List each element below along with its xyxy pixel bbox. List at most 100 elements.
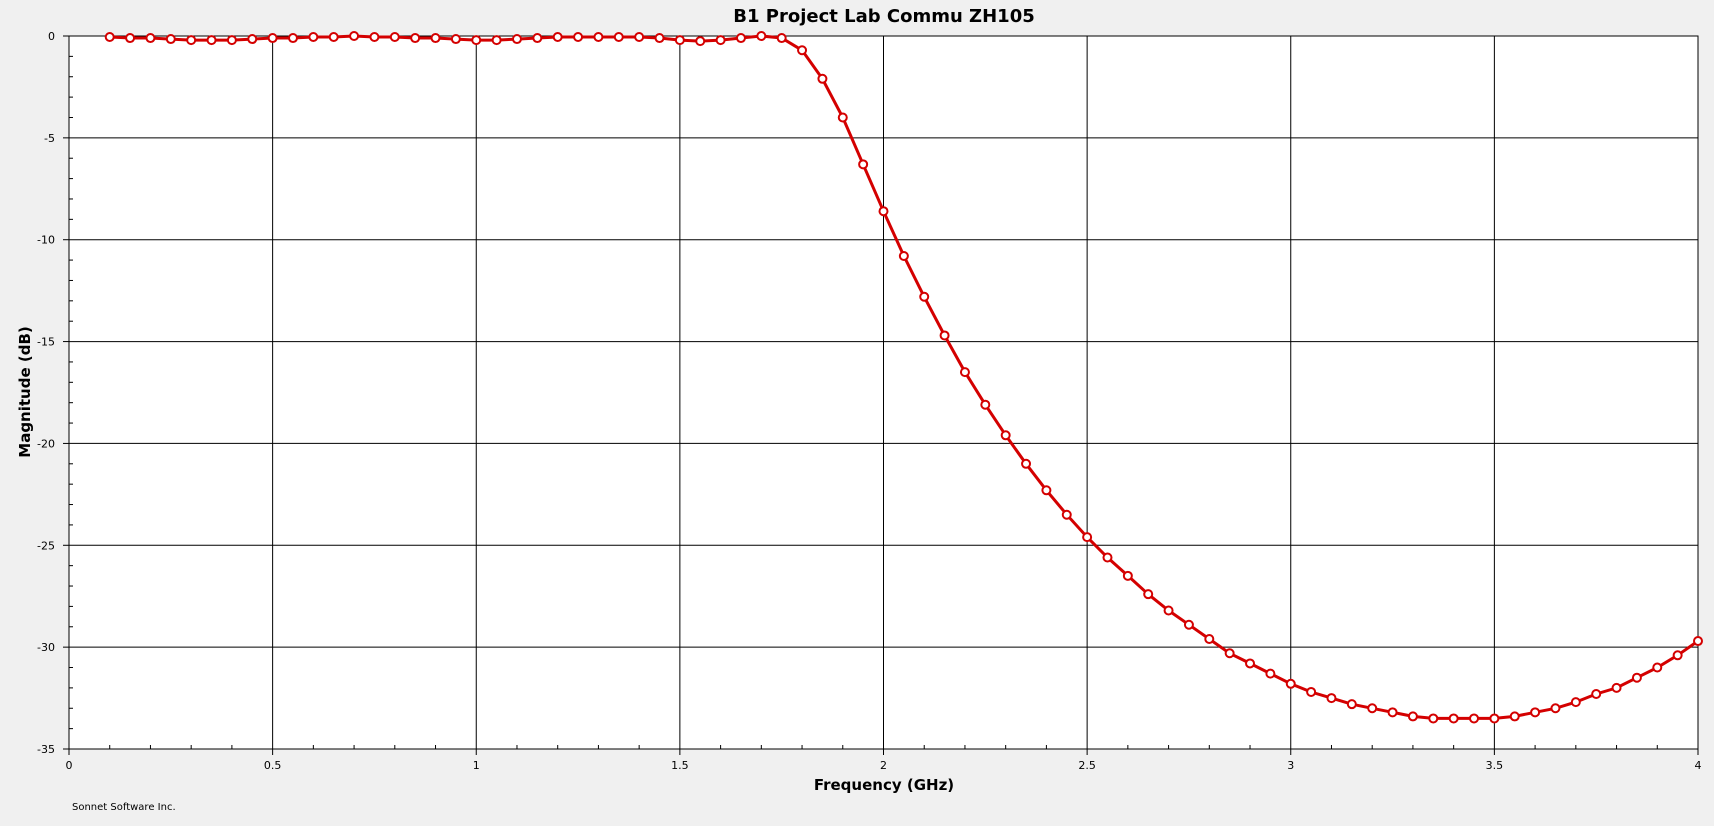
data-point bbox=[1346, 699, 1357, 710]
data-point bbox=[878, 206, 889, 217]
data-point bbox=[1163, 605, 1174, 616]
data-point bbox=[919, 291, 930, 302]
data-point bbox=[328, 32, 339, 43]
data-point bbox=[939, 330, 950, 341]
data-point bbox=[1448, 713, 1459, 724]
x-tick-label: 3 bbox=[1287, 759, 1294, 772]
y-tick-label: -25 bbox=[37, 539, 55, 552]
data-point bbox=[1183, 619, 1194, 630]
data-point bbox=[1326, 693, 1337, 704]
data-point bbox=[1245, 658, 1256, 669]
data-point bbox=[1367, 703, 1378, 714]
data-point bbox=[532, 33, 543, 44]
data-point bbox=[1265, 668, 1276, 679]
data-point bbox=[1428, 713, 1439, 724]
data-point bbox=[1143, 589, 1154, 600]
data-point bbox=[247, 34, 258, 45]
data-point bbox=[1570, 697, 1581, 708]
x-tick-labels: 0 0.5 1 1.5 2 2.5 3 3.5 4 bbox=[66, 759, 1702, 772]
data-point bbox=[634, 32, 645, 43]
data-point bbox=[1469, 713, 1480, 724]
data-point bbox=[1082, 532, 1093, 543]
data-point bbox=[735, 33, 746, 44]
data-point bbox=[1591, 688, 1602, 699]
y-tick-labels: 0 -5 -10 -15 -20 -25 -30 -35 bbox=[37, 30, 55, 756]
data-point bbox=[1224, 648, 1235, 659]
y-tick-label: -15 bbox=[37, 336, 55, 349]
data-point bbox=[797, 45, 808, 56]
data-point bbox=[410, 33, 421, 44]
data-point bbox=[837, 112, 848, 123]
data-point bbox=[430, 33, 441, 44]
y-axis-label: Magnitude (dB) bbox=[16, 326, 34, 457]
x-axis-label: Frequency (GHz) bbox=[814, 776, 954, 794]
data-point bbox=[613, 32, 624, 43]
data-point bbox=[1672, 650, 1683, 661]
data-point bbox=[1285, 678, 1296, 689]
y-tick-label: -10 bbox=[37, 234, 55, 247]
y-tick-label: -35 bbox=[37, 743, 55, 756]
data-point bbox=[695, 36, 706, 47]
data-point bbox=[776, 33, 787, 44]
x-tick-label: 2 bbox=[880, 759, 887, 772]
y-tick-label: -20 bbox=[37, 437, 55, 450]
data-point bbox=[1611, 682, 1622, 693]
data-point bbox=[1693, 636, 1703, 647]
data-point bbox=[654, 33, 665, 44]
data-point bbox=[287, 33, 298, 44]
data-point bbox=[858, 159, 869, 170]
data-point bbox=[471, 35, 482, 46]
data-point bbox=[1652, 662, 1663, 673]
data-point bbox=[511, 34, 522, 45]
x-tick-label: 2.5 bbox=[1078, 759, 1096, 772]
data-point bbox=[491, 35, 502, 46]
data-point bbox=[125, 33, 136, 44]
x-tick-label: 1.5 bbox=[671, 759, 689, 772]
footer-credit: Sonnet Software Inc. bbox=[72, 802, 176, 813]
x-tick-label: 3.5 bbox=[1486, 759, 1504, 772]
y-tick-label: -30 bbox=[37, 641, 55, 654]
data-point bbox=[267, 33, 278, 44]
x-tick-label: 0 bbox=[66, 759, 73, 772]
data-point bbox=[1509, 711, 1520, 722]
data-point bbox=[369, 32, 380, 43]
data-point bbox=[1631, 672, 1642, 683]
data-point bbox=[1021, 458, 1032, 469]
data-point bbox=[389, 32, 400, 43]
minor-ticks bbox=[69, 55, 1658, 749]
data-point bbox=[450, 34, 461, 45]
data-point bbox=[1122, 570, 1133, 581]
data-point bbox=[593, 32, 604, 43]
data-point bbox=[145, 33, 156, 44]
data-point bbox=[1000, 430, 1011, 441]
data-point bbox=[674, 35, 685, 46]
data-point bbox=[349, 31, 360, 41]
data-point bbox=[573, 32, 584, 43]
data-point bbox=[1550, 703, 1561, 714]
data-point bbox=[552, 32, 563, 43]
data-point bbox=[226, 35, 237, 46]
data-point bbox=[756, 31, 767, 41]
data-point bbox=[1530, 707, 1541, 718]
data-point bbox=[1306, 686, 1317, 697]
y-tick-label: -5 bbox=[44, 132, 55, 145]
data-point bbox=[1204, 633, 1215, 644]
data-point bbox=[959, 367, 970, 378]
x-tick-label: 0.5 bbox=[264, 759, 282, 772]
x-tick-label: 1 bbox=[473, 759, 480, 772]
data-point bbox=[1102, 552, 1113, 563]
data-point bbox=[898, 251, 909, 262]
data-point bbox=[1041, 485, 1052, 496]
chart-title: B1 Project Lab Commu ZH105 bbox=[733, 6, 1035, 27]
data-point bbox=[1489, 713, 1500, 724]
data-point bbox=[817, 73, 828, 84]
data-point bbox=[186, 35, 197, 46]
data-point bbox=[104, 32, 115, 43]
data-point bbox=[980, 399, 991, 410]
grid-lines bbox=[63, 35, 1699, 755]
series-markers bbox=[104, 31, 1703, 724]
data-point bbox=[165, 34, 176, 45]
data-point bbox=[308, 32, 319, 43]
